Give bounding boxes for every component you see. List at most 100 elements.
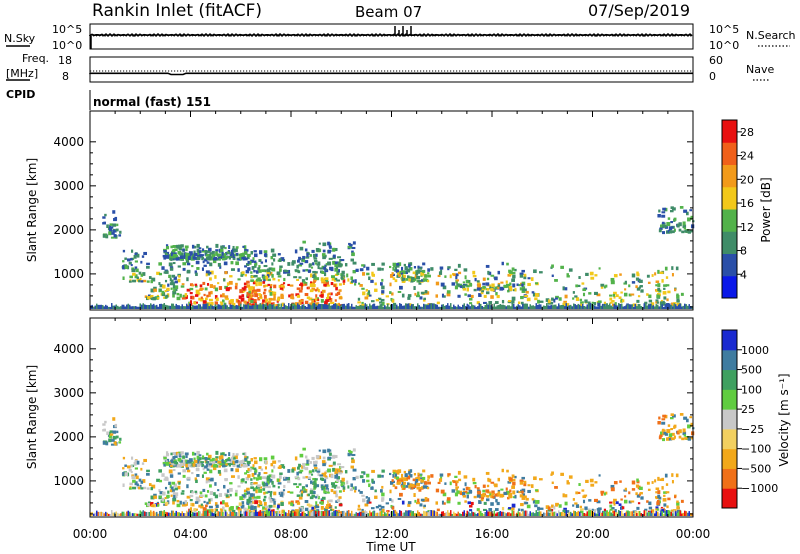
velocity-near-range-cell [307, 510, 309, 516]
velocity-cell [198, 457, 202, 461]
velocity-cell [273, 491, 277, 496]
power-cell [357, 297, 361, 301]
velocity-near-range-cell [529, 511, 531, 516]
velocity-panel-frame [89, 317, 694, 518]
power-cell [247, 267, 251, 271]
velocity-cell [619, 480, 622, 483]
velocity-cell [533, 476, 537, 481]
velocity-cell [246, 462, 250, 467]
power-cell [317, 265, 320, 270]
velocity-cell [281, 509, 285, 514]
velocity-near-range-cell [106, 512, 108, 516]
velocity-cell [307, 476, 312, 479]
velocity-cell [157, 504, 160, 507]
power-cell [411, 276, 415, 280]
power-cell [272, 277, 276, 281]
power-near-range-cell [664, 304, 666, 309]
power-near-range-cell [591, 303, 593, 309]
power-cell [209, 252, 213, 255]
velocity-cell [299, 453, 304, 458]
power-cell [408, 303, 412, 307]
velocity-cell [367, 499, 371, 502]
velocity-cell [349, 450, 353, 454]
power-cell [368, 276, 371, 281]
power-cell [462, 284, 466, 289]
power-near-range-cell [112, 305, 114, 309]
velocity-near-range-cell [465, 513, 467, 516]
power-cell [103, 221, 106, 225]
power-cell [460, 285, 463, 289]
power-cell [170, 252, 174, 257]
power-cell [555, 295, 559, 299]
power-cell [196, 253, 201, 257]
power-cell [323, 283, 327, 287]
velocity-cell [193, 508, 197, 512]
power-near-range-cell [534, 306, 536, 309]
velocity-cell [304, 490, 307, 493]
velocity-near-range-cell [217, 511, 219, 516]
velocity-cell [303, 487, 306, 491]
power-near-range-cell [573, 303, 575, 309]
velocity-near-range-cell [127, 510, 129, 516]
power-cell [308, 263, 312, 267]
power-cell [247, 298, 251, 302]
velocity-cell [338, 490, 342, 493]
power-cell [186, 288, 191, 292]
velocity-near-range-cell [157, 513, 159, 516]
power-near-range-cell [601, 305, 603, 309]
power-cell [163, 248, 167, 252]
power-near-range-cell [223, 303, 225, 309]
power-cell [589, 271, 594, 276]
power-near-range-cell [444, 305, 446, 309]
velocity-near-range-cell [126, 511, 128, 516]
power-cell [347, 245, 352, 249]
velocity-cell [219, 464, 223, 467]
power-cell [679, 206, 684, 209]
power-cell [250, 259, 254, 263]
power-near-range-cell [184, 306, 186, 309]
power-cell [662, 221, 665, 224]
velocity-cell [465, 490, 468, 494]
power-near-range-cell [339, 306, 341, 309]
power-near-range-cell [438, 306, 440, 309]
velocity-cell [202, 467, 205, 471]
power-cell [194, 283, 198, 286]
velocity-cell [279, 475, 282, 479]
velocity-cell [172, 456, 176, 460]
power-cell [655, 284, 658, 287]
power-cell [140, 260, 143, 264]
velocity-cell [422, 505, 426, 509]
power-cell [229, 299, 233, 304]
power-cell [416, 275, 421, 280]
power-near-range-cell [298, 304, 300, 309]
velocity-cell [180, 492, 185, 495]
power-cell [208, 256, 213, 259]
power-cell [313, 279, 317, 282]
velocity-cell [200, 503, 203, 506]
velocity-near-range-cell [561, 511, 563, 516]
velocity-cell [297, 477, 301, 481]
velocity-cell [508, 492, 513, 496]
velocity-near-range-cell [406, 511, 408, 516]
velocity-cell [689, 436, 694, 440]
power-cell [366, 272, 370, 276]
velocity-cell [370, 487, 374, 490]
velocity-cell [177, 463, 182, 468]
velocity-cell [115, 435, 119, 439]
power-cell [235, 261, 239, 266]
power-cell [442, 285, 447, 290]
velocity-near-range-cell [384, 512, 386, 516]
power-near-range-cell [472, 305, 474, 309]
velocity-cell [612, 500, 616, 504]
power-near-range-cell [619, 303, 621, 309]
velocity-cell [171, 489, 175, 493]
power-cell [624, 288, 627, 291]
velocity-cell [248, 497, 251, 502]
velocity-cell [495, 498, 498, 503]
power-cell [208, 293, 211, 297]
power-colorbar-tick-label: 20 [740, 173, 754, 186]
velocity-near-range-cell [312, 511, 314, 516]
velocity-cell [581, 489, 585, 492]
velocity-cell [181, 504, 186, 507]
power-cell [507, 273, 512, 277]
